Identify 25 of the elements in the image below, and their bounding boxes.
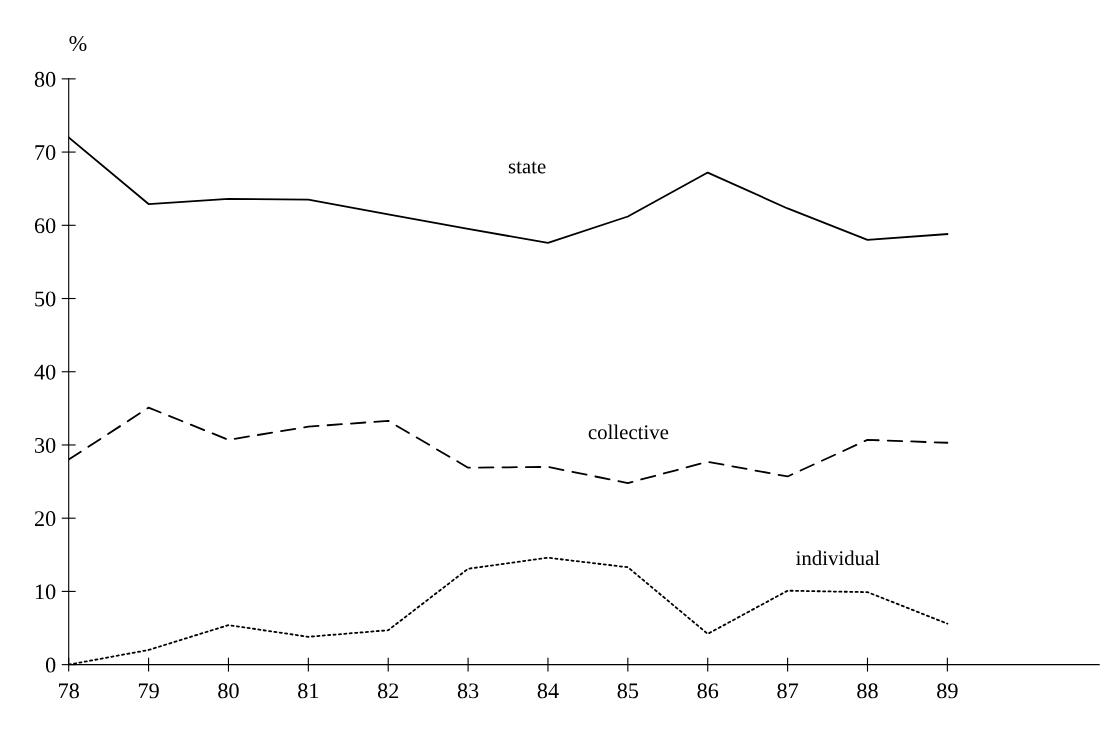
y-tick-label: 0 — [45, 657, 56, 673]
x-tick-label: 88 — [857, 683, 878, 699]
y-tick-label: 30 — [35, 437, 56, 453]
x-tick-label: 81 — [298, 683, 319, 699]
y-tick-label: 10 — [35, 584, 56, 600]
x-tick-label: 85 — [617, 683, 639, 699]
series-label: collective — [588, 424, 669, 440]
x-tick-label: 89 — [937, 683, 958, 699]
y-tick-label: 70 — [35, 145, 56, 161]
y-tick-label: 40 — [34, 364, 56, 380]
x-tick-label: 80 — [218, 683, 239, 699]
y-tick-label: 20 — [34, 511, 56, 527]
series-label: individual — [796, 550, 880, 566]
text: state — [508, 161, 546, 174]
x-tick-label: 83 — [457, 683, 479, 699]
x-tick-label: 82 — [377, 683, 399, 699]
x-tick-label: 87 — [777, 683, 799, 699]
x-tick-label: 79 — [138, 683, 159, 699]
x-tick-label: 86 — [697, 683, 719, 699]
x-tick-label: 78 — [59, 683, 79, 699]
y-axis-title: % — [69, 35, 87, 51]
y-tick-label: 60 — [34, 218, 56, 234]
x-tick-label: 84 — [537, 683, 559, 699]
y-tick-label: 80 — [34, 71, 56, 87]
y-tick-label: 50 — [35, 291, 56, 307]
